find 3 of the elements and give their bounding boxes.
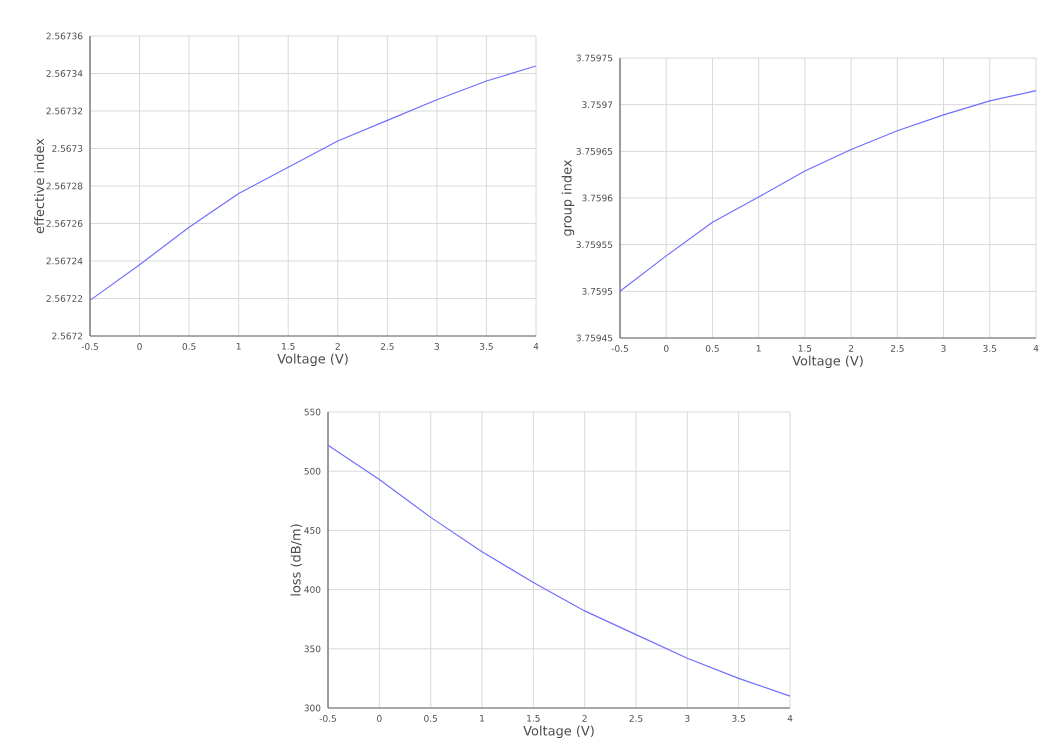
line-series [327,444,791,697]
line-series [619,90,1037,292]
line-series [89,65,537,301]
